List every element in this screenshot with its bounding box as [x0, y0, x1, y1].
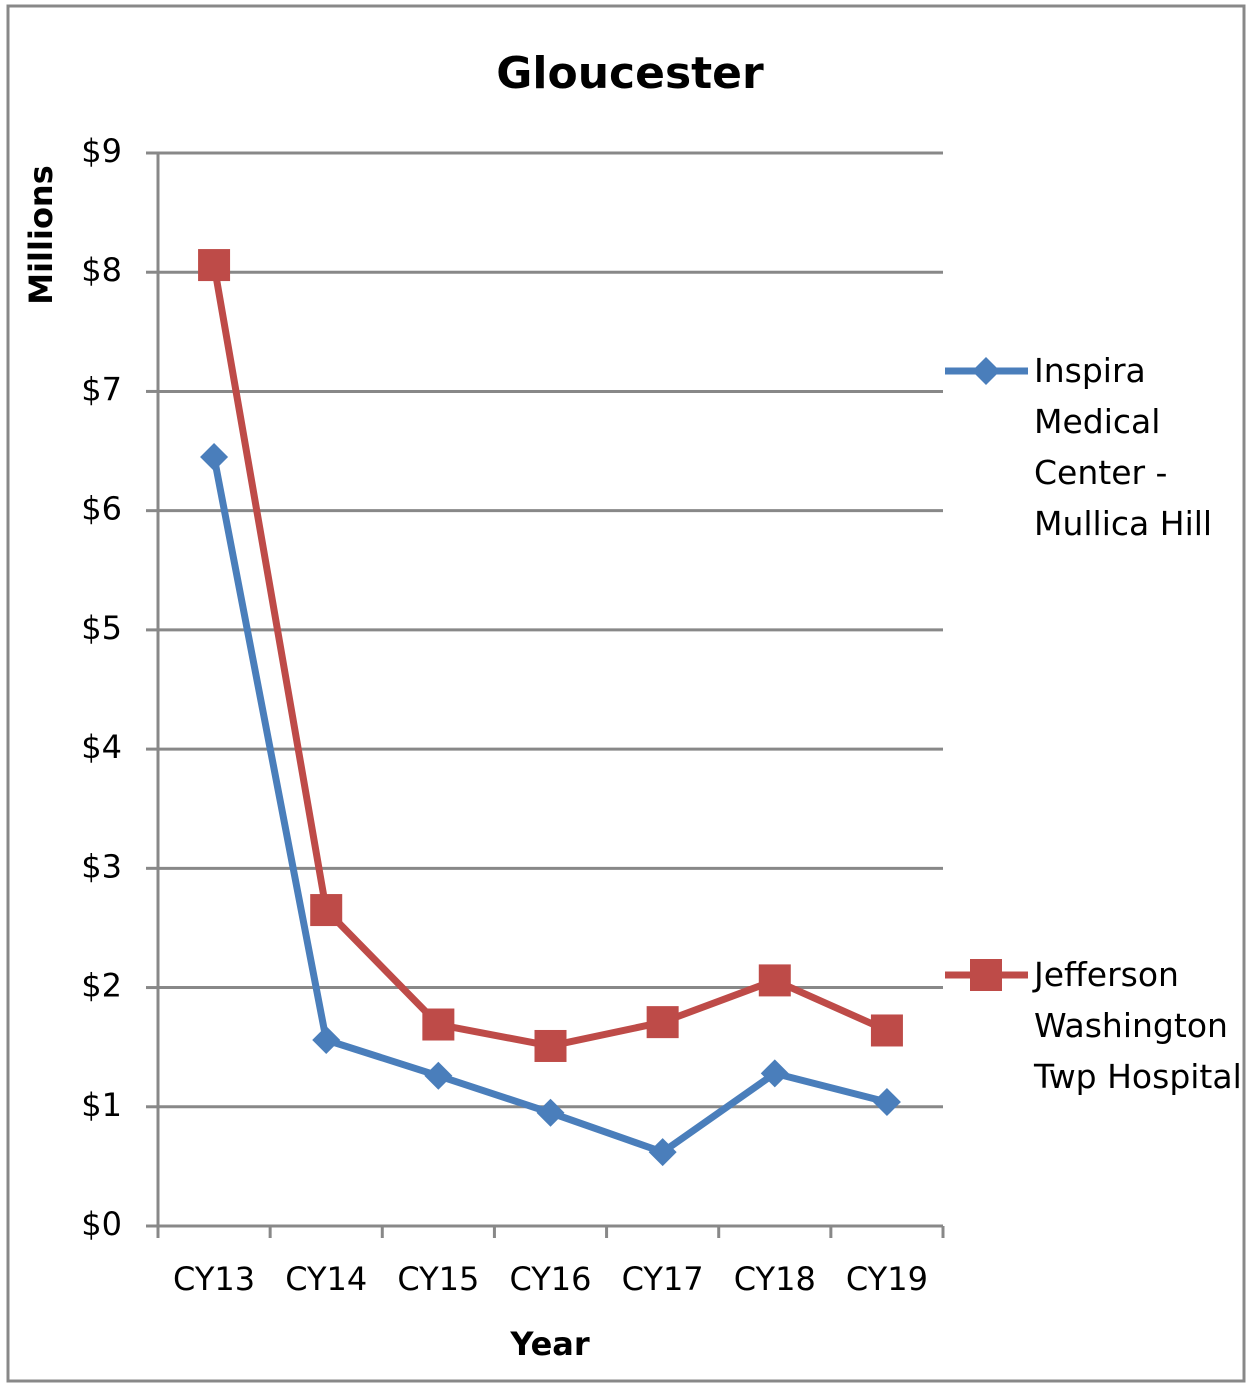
x-axis-label: Year — [509, 1325, 590, 1363]
x-tick-label: CY19 — [846, 1260, 928, 1298]
data-point — [870, 1014, 903, 1047]
x-tick-label: CY13 — [173, 1260, 255, 1298]
y-tick-label: $8 — [81, 251, 122, 289]
data-point — [760, 1059, 789, 1088]
chart-title: Gloucester — [496, 48, 764, 99]
legend-marker — [972, 357, 1000, 385]
legend-label: Jefferson Washington Twp Hospital — [1034, 955, 1242, 1096]
data-point — [198, 249, 231, 282]
y-tick-label: $6 — [81, 490, 122, 528]
data-point — [422, 1008, 455, 1041]
chart-frame — [6, 4, 1246, 1383]
data-point — [200, 443, 229, 472]
data-point — [872, 1088, 901, 1117]
data-point — [312, 1026, 341, 1055]
y-tick-label: $9 — [81, 132, 122, 170]
x-tick-label: CY16 — [509, 1260, 591, 1298]
data-point — [310, 894, 343, 927]
data-point — [534, 1029, 567, 1062]
y-tick-label: $4 — [81, 728, 122, 766]
y-tick-label: $3 — [81, 847, 122, 885]
y-tick-label: $5 — [81, 609, 122, 647]
data-point — [646, 1006, 679, 1039]
legend-label: Inspira Medical Center - Mullica Hill — [1034, 351, 1213, 543]
y-tick-label: $7 — [81, 370, 122, 408]
y-tick-label: $0 — [81, 1205, 122, 1243]
y-axis-label: Millions — [22, 165, 60, 305]
x-tick-label: CY17 — [622, 1260, 704, 1298]
data-point — [648, 1138, 677, 1167]
y-tick-label: $2 — [81, 967, 122, 1005]
x-tick-label: CY14 — [285, 1260, 367, 1298]
y-tick-label: $1 — [81, 1086, 122, 1124]
x-tick-label: CY18 — [734, 1260, 816, 1298]
data-point — [758, 964, 791, 997]
x-tick-label: CY15 — [397, 1260, 479, 1298]
data-point — [424, 1061, 453, 1090]
legend-marker — [970, 959, 1002, 991]
data-point — [536, 1098, 565, 1127]
